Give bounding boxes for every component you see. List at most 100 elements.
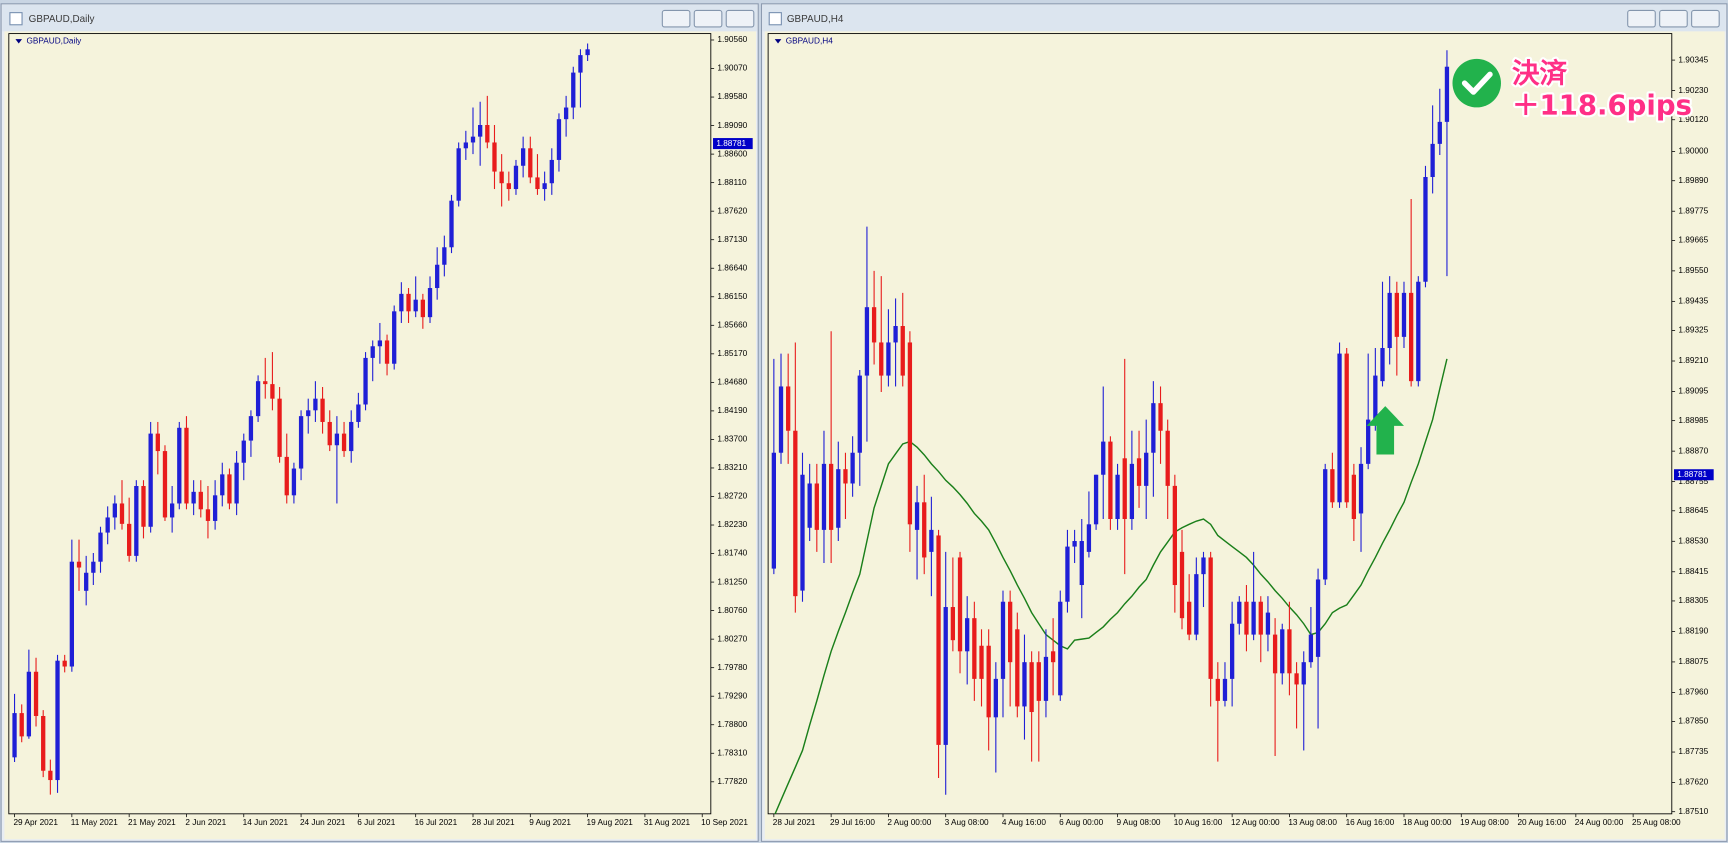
y-tick-label: 1.89580	[717, 92, 747, 101]
maximize-button[interactable]	[693, 9, 723, 28]
candle-body	[291, 468, 297, 496]
candle-body	[578, 55, 583, 73]
x-tick-label: 20 Aug 16:00	[1517, 818, 1566, 827]
x-tick-label: 6 Jul 2021	[357, 818, 395, 827]
candle-body	[485, 124, 490, 143]
candle-body	[270, 384, 275, 399]
candle-body	[1294, 673, 1299, 685]
candle-body	[184, 427, 189, 504]
y-tick-label: 1.88110	[717, 178, 747, 187]
x-tick-label: 3 Aug 08:00	[945, 818, 989, 827]
candle-body	[993, 678, 998, 718]
candle-body	[836, 469, 841, 528]
up-arrow-icon	[1366, 406, 1404, 455]
candle-body	[413, 299, 418, 312]
candle-body	[1251, 601, 1256, 635]
candle-body	[1265, 612, 1271, 635]
minimize-button[interactable]	[661, 9, 691, 28]
y-tick-label: 1.83700	[717, 435, 747, 444]
candle-body	[1015, 629, 1020, 707]
dropdown-arrow[interactable]	[15, 39, 23, 44]
y-tick-label: 1.81250	[717, 577, 747, 586]
candle-body	[1136, 458, 1142, 486]
candle-body	[1086, 524, 1092, 552]
candle-body	[1315, 579, 1321, 657]
candle-body	[1144, 452, 1149, 486]
candle-body	[198, 491, 203, 510]
close-button[interactable]	[725, 9, 755, 28]
dropdown-arrow[interactable]	[774, 39, 782, 44]
candle-body	[893, 326, 898, 343]
candle-body	[91, 561, 96, 573]
x-tick-label: 29 Jul 16:00	[830, 818, 875, 827]
candle-body	[535, 177, 540, 190]
y-tick-label: 1.90120	[1678, 115, 1708, 124]
window-icon	[9, 12, 23, 26]
candle-body	[1358, 463, 1364, 514]
x-tick-label: 29 Apr 2021	[13, 818, 58, 827]
candle-body	[334, 433, 340, 446]
candle-body	[384, 340, 390, 364]
y-tick-label: 1.82720	[717, 492, 747, 501]
candle-body	[169, 503, 175, 518]
candle-body	[886, 342, 891, 376]
y-tick-label: 1.85170	[717, 349, 747, 358]
y-tick-label: 1.88415	[1678, 567, 1708, 576]
candle-body	[284, 456, 289, 496]
window-title: GBPAUD,H4	[787, 14, 844, 25]
candle-body	[1165, 430, 1170, 486]
candle-body	[26, 671, 32, 737]
candle-body	[1237, 601, 1242, 624]
candle-body	[298, 416, 304, 469]
title-bar	[762, 4, 1726, 32]
candle-body	[212, 495, 218, 521]
candle-body	[1344, 353, 1349, 503]
candle-body	[76, 561, 82, 568]
candle-body	[1036, 662, 1041, 701]
candle-body	[1008, 601, 1013, 663]
x-tick-label: 10 Sep 2021	[701, 818, 748, 827]
candle-body	[1301, 662, 1306, 685]
maximize-button[interactable]	[1659, 9, 1688, 28]
candle-body	[828, 463, 834, 530]
candle-body	[1058, 601, 1063, 696]
candle-body	[19, 713, 24, 737]
candle-body	[943, 607, 948, 745]
candle-body	[205, 509, 211, 521]
y-tick-label: 1.90230	[1678, 86, 1708, 95]
y-tick-label: 1.78800	[717, 720, 747, 729]
candle-body	[1065, 546, 1070, 602]
candle-body	[957, 557, 963, 652]
candle-body	[112, 503, 117, 518]
candle-body	[585, 49, 590, 56]
window-h4: GBPAUD,H4 GBPAUD,H4	[760, 3, 1728, 842]
x-tick-label: 24 Aug 00:00	[1575, 818, 1624, 827]
close-button[interactable]	[1691, 9, 1720, 28]
candle-body	[1394, 292, 1399, 337]
chart-area	[764, 31, 1725, 840]
candle-body	[1115, 474, 1120, 520]
x-tick-label: 2 Aug 00:00	[887, 818, 931, 827]
y-tick-label: 1.88075	[1678, 657, 1708, 666]
candle-body	[850, 452, 855, 484]
candle-body	[363, 357, 368, 405]
x-tick-label: 18 Aug 00:00	[1403, 818, 1452, 827]
candle-body	[48, 770, 53, 781]
x-tick-label: 16 Aug 16:00	[1346, 818, 1395, 827]
y-tick-label: 1.88645	[1678, 506, 1708, 515]
x-tick-label: 9 Aug 2021	[529, 818, 571, 827]
candle-body	[456, 148, 461, 201]
candle-body	[227, 474, 232, 504]
y-tick-label: 1.83210	[717, 463, 747, 472]
candle-body	[907, 342, 913, 525]
candle-body	[1122, 458, 1127, 520]
y-tick-label: 1.87620	[717, 206, 747, 215]
window-icon	[768, 12, 782, 26]
minimize-button[interactable]	[1627, 9, 1656, 28]
candle-body	[119, 503, 125, 524]
candle-body	[965, 618, 970, 652]
candle-body	[786, 386, 791, 431]
candle-body	[442, 247, 447, 265]
candle-body	[127, 523, 132, 556]
